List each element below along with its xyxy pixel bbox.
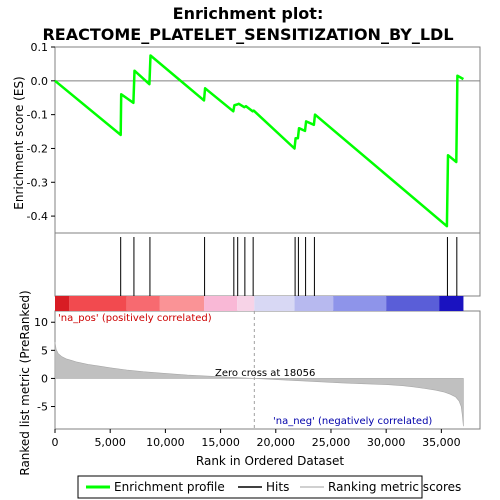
colorbar-segment: [439, 296, 464, 311]
colorbar-segment: [294, 296, 334, 311]
es-y-tick-label: 0.1: [31, 41, 49, 54]
hits-panel-frame: [54, 232, 481, 297]
colorbar-segment: [69, 296, 127, 311]
legend-ranking-label: Ranking metric scores: [328, 480, 461, 494]
colorbar-segment: [386, 296, 440, 311]
rank-y-axis: 10 5 0 -5: [34, 316, 55, 414]
colorbar-segment: [237, 296, 255, 311]
colorbar-segment: [126, 296, 160, 311]
rank-y-tick-label: 0: [41, 372, 48, 385]
es-y-tick-label: -0.1: [27, 109, 48, 122]
x-tick-label: 30,000: [367, 436, 406, 449]
zero-cross-label: Zero cross at 18056: [215, 368, 315, 379]
x-tick-label: 5,000: [94, 436, 126, 449]
es-panel-frame: [54, 46, 481, 234]
colorbar-segment: [159, 296, 205, 311]
neg-correlated-label: 'na_neg' (negatively correlated): [273, 416, 432, 427]
ranking-metric-area: [54, 341, 464, 427]
chart-title-line1: Enrichment plot:: [173, 4, 324, 23]
enrichment-profile-line: [54, 54, 465, 228]
es-y-tick-label: -0.4: [27, 210, 48, 223]
rank-y-tick-label: 10: [34, 316, 48, 329]
x-tick-label: 10,000: [146, 436, 185, 449]
rank-y-tick-label: -5: [37, 401, 48, 414]
x-tick-label: 25,000: [312, 436, 351, 449]
x-tick-label: 35,000: [422, 436, 461, 449]
pos-correlated-label: 'na_pos' (positively correlated): [58, 313, 212, 324]
enrichment-profile: [54, 54, 465, 228]
x-tick-label: 20,000: [257, 436, 296, 449]
hit-markers: [120, 237, 458, 296]
rank-y-tick-label: 5: [41, 344, 48, 357]
colorbar-segment: [333, 296, 387, 311]
x-tick-label: 0: [52, 436, 59, 449]
legend-enrichment-label: Enrichment profile: [114, 480, 225, 494]
es-y-axis-label: Enrichment score (ES): [12, 76, 26, 209]
es-y-tick-label: 0.0: [31, 75, 49, 88]
chart-title-line2: REACTOME_PLATELET_SENSITIZATION_BY_LDL: [42, 25, 453, 44]
x-tick-label: 15,000: [201, 436, 240, 449]
es-y-tick-label: -0.3: [27, 176, 48, 189]
colorbar-segment: [204, 296, 238, 311]
es-y-axis: 0.1 0.0 -0.1 -0.2 -0.3 -0.4: [27, 41, 55, 223]
rank-y-axis-label: Ranked list metric (PreRanked): [18, 290, 32, 475]
rank-colorbar: [55, 296, 464, 311]
colorbar-segment: [55, 296, 70, 311]
ranking-metric-fill: [54, 341, 464, 427]
rank-x-axis: 0 5,000 10,000 15,000 20,000 25,000 30,000 35,0…: [52, 429, 461, 449]
x-axis-label: Rank in Ordered Dataset: [196, 454, 344, 468]
colorbar-segment: [254, 296, 295, 311]
legend-hits-label: Hits: [266, 480, 289, 494]
es-y-tick-label: -0.2: [27, 142, 48, 155]
